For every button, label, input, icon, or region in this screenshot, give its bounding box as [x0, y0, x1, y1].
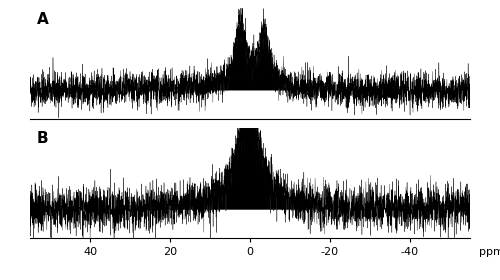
Text: B: B — [36, 131, 48, 146]
Text: ppm: ppm — [479, 247, 500, 257]
Text: A: A — [36, 12, 48, 27]
